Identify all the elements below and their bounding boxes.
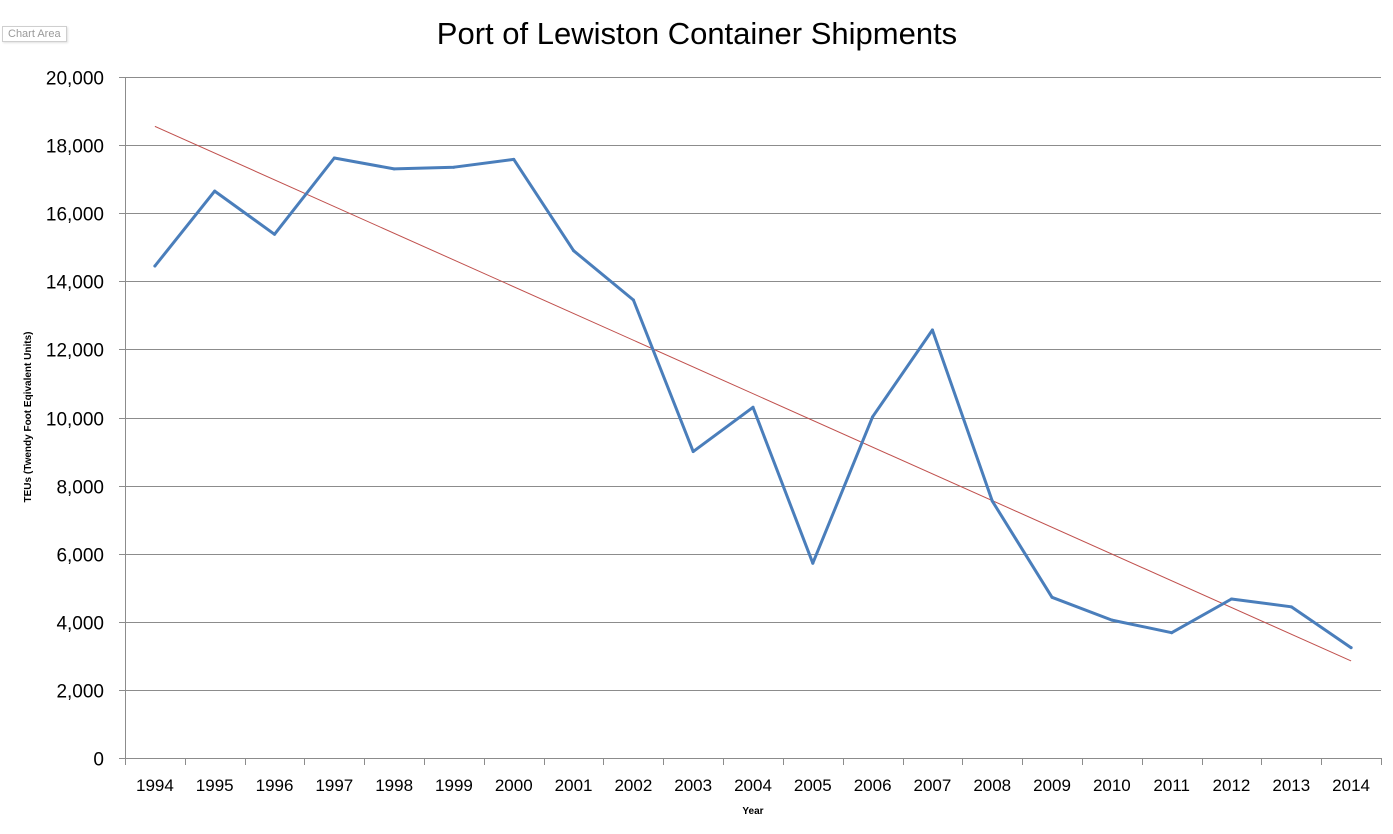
y-tick-label: 12,000 (46, 341, 104, 362)
data-point (990, 499, 994, 503)
data-point (273, 232, 277, 236)
data-point (512, 157, 516, 161)
x-tick-label: 2007 (914, 776, 952, 795)
x-tick-label: 1996 (256, 776, 294, 795)
data-point (631, 298, 635, 302)
y-axis-ticks: 0 2,000 4,000 6,000 8,000 10,000 12,000 14,000 1… (46, 69, 125, 771)
x-tick-label: 2010 (1093, 776, 1131, 795)
x-tick-label: 2003 (674, 776, 712, 795)
x-tick-label: 2005 (794, 776, 832, 795)
gridlines (125, 77, 1381, 691)
x-tick-label: 1995 (196, 776, 234, 795)
y-tick-label: 10,000 (46, 410, 104, 431)
chart-area-tag: Chart Area (2, 26, 67, 42)
data-point (1170, 631, 1174, 635)
y-tick-label: 18,000 (46, 137, 104, 158)
data-point (1229, 597, 1233, 601)
data-point (811, 561, 815, 565)
x-tick-label: 2014 (1332, 776, 1370, 795)
data-point (691, 450, 695, 454)
y-tick-label: 20,000 (46, 69, 104, 90)
x-tick-label: 2008 (973, 776, 1011, 795)
y-tick-label: 4,000 (56, 614, 104, 635)
x-tick-label: 1999 (435, 776, 473, 795)
x-tick-label: 2011 (1153, 776, 1190, 795)
chart-title: Port of Lewiston Container Shipments (437, 16, 957, 51)
x-tick-label: 2013 (1272, 776, 1310, 795)
x-tick-label: 1997 (315, 776, 353, 795)
y-tick-label: 2,000 (56, 682, 104, 703)
y-tick-label: 6,000 (56, 546, 104, 567)
x-axis-ticks: 1994 1995 1996 1997 1998 1999 2000 2001 2002 2003… (125, 758, 1382, 795)
y-tick-label: 16,000 (46, 205, 104, 226)
y-tick-label: 8,000 (56, 478, 104, 499)
x-tick-label: 2004 (734, 776, 772, 795)
x-tick-label: 2002 (614, 776, 652, 795)
data-point (1289, 605, 1293, 609)
series-line (153, 156, 1353, 650)
x-tick-label: 1994 (136, 776, 174, 795)
data-point (452, 165, 456, 169)
x-tick-label: 2001 (555, 776, 593, 795)
data-point (751, 405, 755, 409)
x-tick-label: 2012 (1213, 776, 1251, 795)
data-point (871, 415, 875, 419)
data-point (1349, 646, 1353, 650)
y-tick-label: 0 (93, 750, 104, 771)
data-point (153, 264, 157, 268)
x-tick-label: 2009 (1033, 776, 1071, 795)
y-axis-label: TEUs (Twendy Foot Eqivalent Units) (23, 332, 34, 503)
series-layer (153, 156, 1353, 650)
trendline (154, 125, 1352, 662)
data-point (332, 156, 336, 160)
data-point (213, 189, 217, 193)
x-axis-label: Year (742, 806, 763, 817)
y-tick-label: 14,000 (46, 273, 104, 294)
data-point (1110, 618, 1114, 622)
data-point (392, 167, 396, 171)
data-point (1050, 595, 1054, 599)
axes (125, 77, 1381, 759)
x-tick-label: 1998 (375, 776, 413, 795)
trendline-layer (154, 125, 1352, 662)
x-tick-label: 2006 (854, 776, 892, 795)
data-point (930, 328, 934, 332)
data-point (572, 249, 576, 253)
x-tick-label: 2000 (495, 776, 533, 795)
